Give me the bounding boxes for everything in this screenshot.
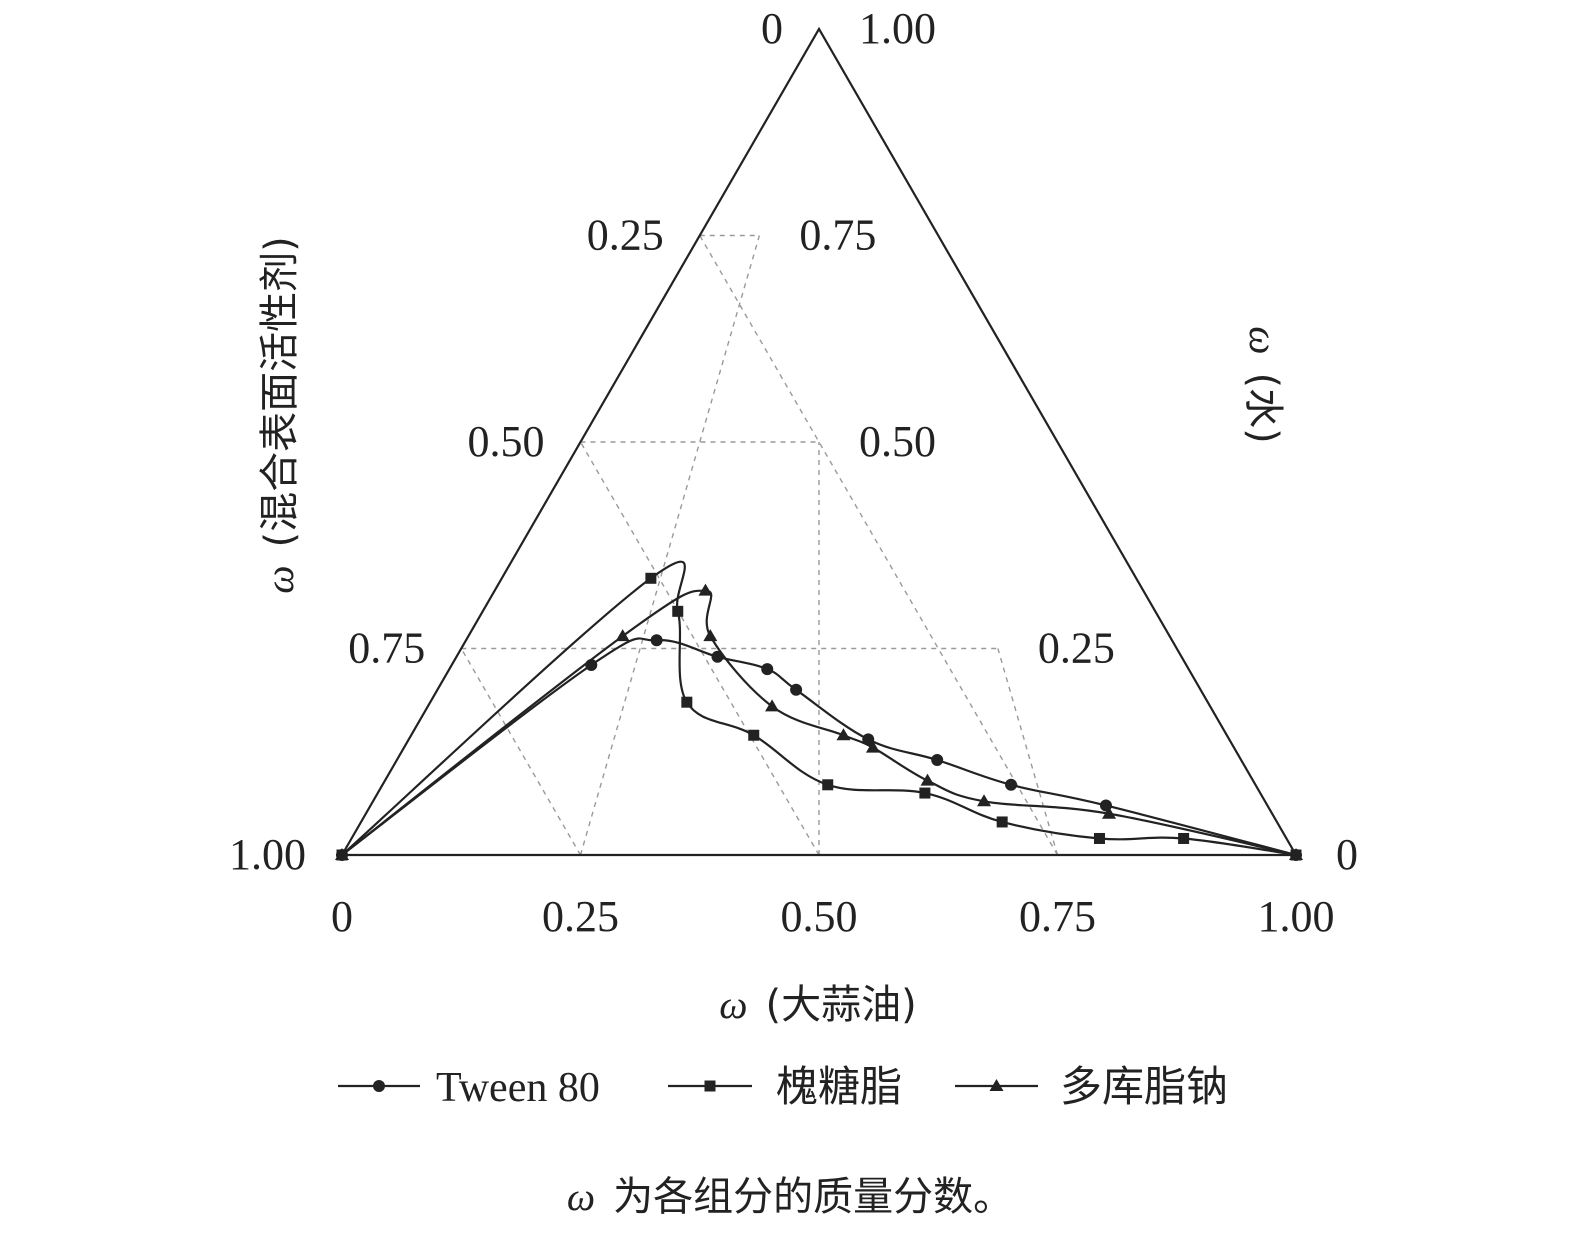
series-1-point-7 [996,816,1008,828]
right-axis-symbol: ω [1241,326,1286,354]
triangle-frame [340,26,1298,857]
series-2-point-0 [335,848,349,860]
series-1-point-3 [681,696,693,708]
series-1-point-9 [1178,832,1190,844]
legend-item-1: 槐糖脂 [668,1062,902,1111]
series-0-point-2 [650,634,663,647]
left-tick-2: 0.50 [468,417,545,466]
footnote-symbol: ω [567,1174,595,1219]
legend-item-0: Tween 80 [338,1065,600,1111]
series-1-point-6 [919,787,931,799]
left-tick-3: 0.75 [348,624,425,673]
legend-swatch-marker-2 [989,1079,1004,1091]
grid-line-2 [699,235,1059,856]
series-0-point-8 [1005,778,1018,791]
series-2-point-3 [703,629,718,642]
series-2 [335,583,1303,860]
series-layer [335,560,1303,861]
series-2-point-10 [1289,848,1303,860]
left-tick-1: 0.25 [587,211,664,260]
bottom-axis-symbol: ω [719,982,747,1027]
left-axis-symbol: ω [257,565,302,593]
footnote: ω 为各组分的质量分数。 [567,1174,1013,1220]
right-axis-label: ω (水) [1240,326,1286,443]
legend: Tween 80 槐糖脂 多库脂钠 [338,1062,1228,1111]
series-1-point-8 [1093,832,1105,844]
bottom-axis-label: ω (大蒜油) [719,982,916,1028]
grid-lines [460,234,1059,856]
series-1-point-5 [822,779,834,791]
bottom-tick-0: 0 [331,892,353,941]
left-axis-label: ω (混合表面活性剂) [257,236,303,593]
series-2-point-1 [615,629,630,642]
series-2-point-5 [836,728,851,741]
right-tick-4: 1.00 [859,4,936,53]
series-2-point-9 [1102,806,1117,819]
series-2-point-4 [765,699,780,712]
legend-label-1: 槐糖脂 [776,1062,902,1111]
left-tick-4: 1.00 [229,830,306,879]
series-1-point-4 [748,729,760,741]
bottom-axis-name: (大蒜油) [766,982,917,1028]
left-tick-0: 0 [761,4,783,53]
grid-line-8 [460,648,582,856]
right-tick-0: 0 [1336,830,1358,879]
grid-line-1 [579,235,761,856]
series-1-point-2 [672,605,684,617]
legend-swatch-marker-1 [704,1080,716,1092]
series-0-point-6 [862,733,875,746]
legend-item-2: 多库脂钠 [955,1062,1228,1111]
series-2-point-8 [977,794,992,807]
left-axis-name: (混合表面活性剂) [257,236,303,547]
legend-swatch-marker-0 [373,1080,385,1092]
series-2-point-6 [865,740,880,753]
series-2-point-2 [698,583,713,596]
bottom-tick-4: 1.00 [1258,892,1335,941]
bottom-tick-3: 0.75 [1019,892,1096,941]
series-0-point-7 [931,754,944,767]
series-0 [336,634,1302,861]
series-0-point-5 [790,683,803,696]
right-axis-name: (水) [1240,373,1286,444]
bottom-tick-2: 0.50 [781,892,858,941]
legend-label-2: 多库脂钠 [1060,1062,1228,1111]
right-tick-1: 0.25 [1038,624,1115,673]
series-2-point-7 [920,773,935,786]
series-0-point-3 [711,650,724,663]
right-tick-2: 0.50 [859,417,936,466]
legend-label-0: Tween 80 [436,1065,600,1111]
footnote-text: 为各组分的质量分数。 [613,1174,1013,1220]
series-1-point-1 [645,572,657,584]
bottom-tick-1: 0.25 [542,892,619,941]
series-0-point-4 [761,663,774,676]
right-tick-3: 0.75 [799,211,876,260]
